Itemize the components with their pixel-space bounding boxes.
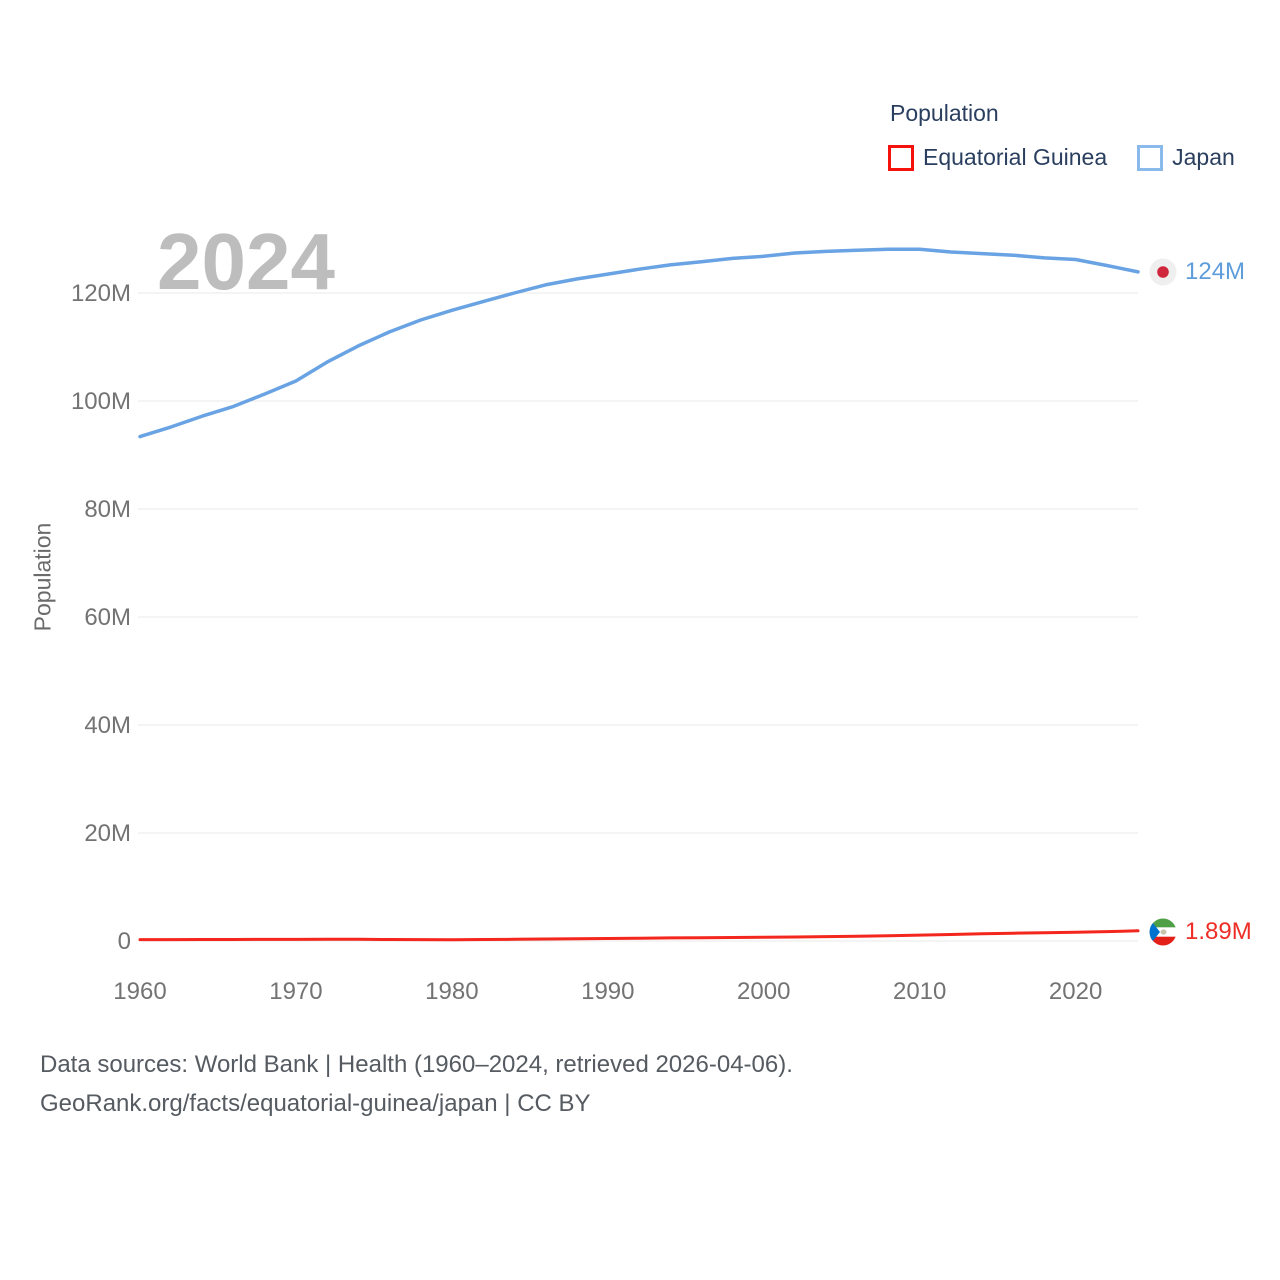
x-tick-label: 1990 xyxy=(581,978,634,1005)
legend-items: Equatorial Guinea Japan xyxy=(888,144,1235,171)
series-line-japan[interactable] xyxy=(138,247,1140,439)
x-tick-label: 1980 xyxy=(425,978,478,1005)
legend-item-japan[interactable]: Japan xyxy=(1137,144,1235,171)
y-tick-label: 40M xyxy=(84,712,131,739)
japan-end-value: 124M xyxy=(1185,258,1246,285)
japan-swatch-icon xyxy=(1137,144,1164,171)
x-tick-label: 1970 xyxy=(269,978,322,1005)
equatorial-guinea-flag-icon xyxy=(1149,918,1177,946)
x-tick-label: 2020 xyxy=(1049,978,1102,1005)
equatorial-guinea-end-label: 1.89M xyxy=(1149,918,1252,946)
y-tick-label: 120M xyxy=(71,280,131,307)
japan-end-label: 124M xyxy=(1149,258,1245,286)
x-tick-label: 1960 xyxy=(113,978,166,1005)
equatorial-guinea-end-value: 1.89M xyxy=(1185,918,1252,945)
legend-item-label: Equatorial Guinea xyxy=(923,144,1108,170)
y-tick-label: 100M xyxy=(71,388,131,415)
equatorial-guinea-swatch-icon xyxy=(888,144,914,171)
x-tick-label: 2000 xyxy=(737,978,790,1005)
y-axis-title: Population xyxy=(29,522,56,632)
year-watermark: 2024 xyxy=(157,217,335,306)
japan-flag-icon xyxy=(1149,258,1177,286)
y-tick-label: 0 xyxy=(118,928,131,955)
legend-item-label: Japan xyxy=(1172,144,1235,170)
legend: Population Equatorial Guinea Japan xyxy=(888,100,1235,171)
attribution-line: GeoRank.org/facts/equatorial-guinea/japa… xyxy=(40,1090,591,1117)
y-tick-label: 20M xyxy=(84,820,131,847)
legend-item-equatorial-guinea[interactable]: Equatorial Guinea xyxy=(888,144,1107,171)
y-tick-label: 60M xyxy=(84,604,131,631)
y-tick-label: 80M xyxy=(84,496,131,523)
data-sources-line: Data sources: World Bank | Health (1960–… xyxy=(40,1051,793,1078)
footer: Data sources: World Bank | Health (1960–… xyxy=(40,1045,793,1123)
series-line-equatorial-guinea[interactable] xyxy=(138,929,1140,942)
x-tick-label: 2010 xyxy=(893,978,946,1005)
legend-title: Population xyxy=(890,100,999,126)
